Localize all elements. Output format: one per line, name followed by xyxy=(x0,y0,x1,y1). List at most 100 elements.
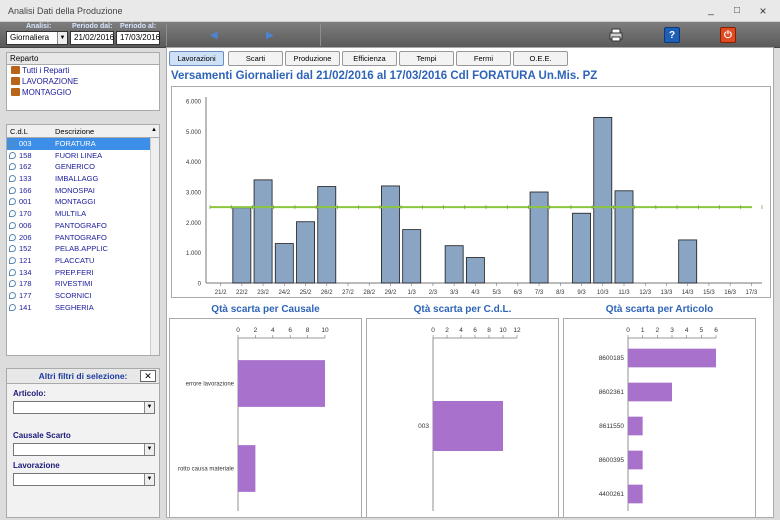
wrench-icon xyxy=(9,151,16,159)
chevron-down-icon[interactable]: ▼ xyxy=(144,474,154,485)
table-row[interactable]: 178 RIVESTIMI xyxy=(7,278,159,290)
cdl-code: 166 xyxy=(19,185,32,195)
tab-tempi[interactable]: Tempi xyxy=(399,51,454,66)
chevron-down-icon[interactable]: ▼ xyxy=(144,444,154,455)
reparto-item[interactable]: Tutti i Reparti xyxy=(7,65,159,76)
table-row[interactable]: 152 PELAB.APPLIC xyxy=(7,243,159,255)
maximize-button[interactable]: □ xyxy=(733,5,741,16)
wrench-icon xyxy=(9,268,16,276)
cdl-description: GENERICO xyxy=(55,162,96,172)
table-row[interactable]: 003 FORATURA xyxy=(7,138,159,150)
periodo-dal-input[interactable]: 21/02/2016 xyxy=(70,31,114,45)
wrench-icon xyxy=(9,256,16,264)
cdl-description: RIVESTIMI xyxy=(55,279,93,289)
periodo-al-input[interactable]: 17/03/2016 xyxy=(116,31,160,45)
articolo-select[interactable]: ▼ xyxy=(13,401,155,414)
x-tick-label: 6 xyxy=(288,327,292,334)
toolbar-separator xyxy=(166,24,167,46)
next-arrow-icon[interactable]: ▶ xyxy=(266,30,274,41)
articolo-chart-svg: 0 1 2 3 4 5 6 8600185 8602361 8611550 8600395 44002… xyxy=(599,327,718,511)
tab-efficienza[interactable]: Efficienza xyxy=(342,51,397,66)
cdl-code: 121 xyxy=(19,255,32,265)
reparto-item[interactable]: LAVORAZIONE xyxy=(7,76,159,87)
cdl-code: 152 xyxy=(19,244,32,254)
tab-fermi[interactable]: Fermi xyxy=(456,51,511,66)
table-row[interactable]: 158 FUORI LINEA xyxy=(7,150,159,162)
x-tick-label: 6 xyxy=(714,327,718,334)
x-tick-label: 1 xyxy=(641,327,645,334)
analisi-select[interactable]: Giornaliera ▼ xyxy=(6,31,68,45)
x-tick-label: 2 xyxy=(254,327,258,334)
table-row[interactable]: 166 MONOSPAI xyxy=(7,185,159,197)
y-tick-label: 6.000 xyxy=(186,100,202,106)
cdl-table-header: C.d.L Descrizione ▲ xyxy=(7,125,159,138)
department-icon xyxy=(11,66,20,74)
x-tick-label: 10 xyxy=(321,327,329,334)
tab-lavorazioni[interactable]: Lavorazioni xyxy=(169,51,224,66)
reparto-item[interactable]: MONTAGGIO xyxy=(7,87,159,98)
bar xyxy=(402,229,422,284)
cdl-chart-title: Qtà scarta per C.d.L. xyxy=(413,304,512,315)
causale-scarto-select[interactable]: ▼ xyxy=(13,443,155,456)
x-tick-label: 6/3 xyxy=(514,290,523,296)
x-tick-label: 21/2 xyxy=(215,290,227,296)
col-cdl[interactable]: C.d.L xyxy=(10,127,28,136)
table-scrollbar[interactable] xyxy=(150,138,159,355)
cdl-rows: 003 FORATURA 158 FUORI LINEA 162 GENERICO 133 I… xyxy=(7,138,159,313)
articolo-label: Articolo: xyxy=(13,389,46,398)
table-row[interactable]: 141 SEGHERIA xyxy=(7,302,159,314)
main-panel: Lavorazioni Scarti Produzione Efficienza… xyxy=(166,47,774,518)
tab-produzione[interactable]: Produzione xyxy=(285,51,340,66)
help-icon[interactable]: ? xyxy=(664,27,680,43)
table-row[interactable]: 177 SCORNICI xyxy=(7,290,159,302)
cdl-code: 006 xyxy=(19,220,32,230)
wrench-icon xyxy=(9,186,16,194)
x-tick-label: 22/2 xyxy=(236,290,248,296)
main-chart-svg: 0 1.000 2.000 3.000 4.000 5.000 6.000 21/2 22/2 2… xyxy=(186,97,763,296)
exit-icon[interactable]: ⏻ xyxy=(720,27,736,43)
causale-chart-panel: Qtà scarta per Causale 0 2 4 6 8 10 errore lav… xyxy=(169,302,362,518)
close-filters-button[interactable]: ✕ xyxy=(140,370,156,382)
table-row[interactable]: 001 MONTAGGI xyxy=(7,196,159,208)
chevron-down-icon[interactable]: ▼ xyxy=(144,402,154,413)
bar xyxy=(614,190,634,284)
lavorazione-select[interactable]: ▼ xyxy=(13,473,155,486)
bar xyxy=(317,186,337,284)
table-row[interactable]: 006 PANTOGRAFO xyxy=(7,220,159,232)
table-row[interactable]: 121 PLACCATU xyxy=(7,255,159,267)
x-tick-label: 3 xyxy=(670,327,674,334)
cdl-description: SCORNICI xyxy=(55,290,92,300)
x-tick-label: 25/2 xyxy=(300,290,312,296)
prev-arrow-icon[interactable]: ◀ xyxy=(210,30,218,41)
close-window-button[interactable]: × xyxy=(759,4,767,18)
wrench-icon xyxy=(9,198,16,206)
x-tick-label: 2 xyxy=(445,327,449,334)
tab-oee[interactable]: O.E.E. xyxy=(513,51,568,66)
cdl-table: C.d.L Descrizione ▲ 003 FORATURA 158 FUORI … xyxy=(6,124,160,356)
causale-chart-svg: 0 2 4 6 8 10 errore lavorazione rotto causa mat… xyxy=(178,327,329,511)
print-icon[interactable] xyxy=(608,27,624,43)
table-row[interactable]: 133 IMBALLAGG xyxy=(7,173,159,185)
tab-scarti[interactable]: Scarti xyxy=(228,51,283,66)
x-tick-label: 4 xyxy=(459,327,463,334)
chevron-down-icon[interactable]: ▼ xyxy=(57,32,67,44)
toolbar: Analisi: Giornaliera ▼ Periodo dal: 21/0… xyxy=(0,22,780,48)
cdl-description: FORATURA xyxy=(55,139,96,148)
cdl-code: 158 xyxy=(19,150,32,160)
category-label: 8600395 xyxy=(599,457,625,464)
bar xyxy=(593,116,613,284)
table-row[interactable]: 134 PREP.FERI xyxy=(7,267,159,279)
x-tick-label: 3/3 xyxy=(450,290,459,296)
cdl-code: 001 xyxy=(19,197,32,207)
x-tick-label: 10/3 xyxy=(597,290,609,296)
table-row[interactable]: 162 GENERICO xyxy=(7,161,159,173)
causale-chart-box: 0 2 4 6 8 10 errore lavorazione rotto causa mat… xyxy=(169,318,362,518)
minimize-button[interactable]: _ xyxy=(708,5,714,16)
bar xyxy=(238,445,256,492)
filters-panel: Altri filtri di selezione: ✕ Articolo: ▼… xyxy=(6,368,160,518)
col-descrizione[interactable]: Descrizione xyxy=(55,127,95,136)
table-row[interactable]: 170 MULTILA xyxy=(7,208,159,220)
table-row[interactable]: 206 PANTOGRAFO xyxy=(7,232,159,244)
cdl-description: PELAB.APPLIC xyxy=(55,244,108,254)
y-tick-label: 2.000 xyxy=(186,221,202,227)
